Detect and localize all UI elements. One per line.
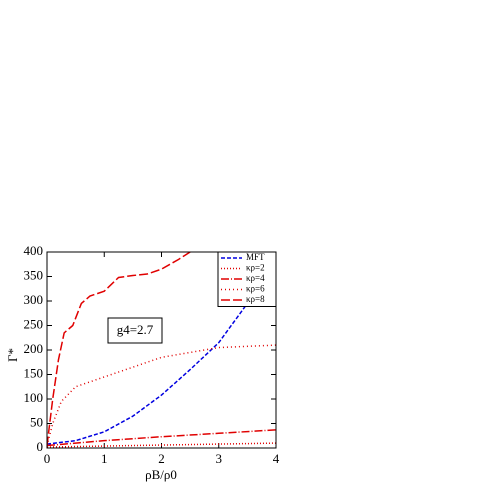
y-tick-label: 300 xyxy=(24,292,44,307)
x-tick-label: 4 xyxy=(273,451,280,466)
series-line xyxy=(47,285,260,445)
legend-label: κρ=2 xyxy=(246,263,265,273)
y-tick-label: 400 xyxy=(24,243,44,258)
legend-box xyxy=(217,251,277,307)
x-tick-label: 0 xyxy=(44,451,51,466)
legend-label: κρ=8 xyxy=(246,294,265,304)
y-tick-label: 200 xyxy=(24,341,44,356)
x-tick-label: 2 xyxy=(158,451,165,466)
y-tick-label: 50 xyxy=(30,414,43,429)
y-tick-label: 150 xyxy=(24,365,44,380)
plot-frame xyxy=(46,251,277,449)
annotation-box xyxy=(107,317,163,344)
y-tick-label: 100 xyxy=(24,390,44,405)
annotation: g4=2.7 xyxy=(117,322,154,337)
series-line xyxy=(47,252,191,446)
y-tick-label: 0 xyxy=(37,439,44,454)
series-line xyxy=(47,442,276,448)
x-tick-label: 1 xyxy=(101,451,108,466)
x-tick-label: 3 xyxy=(216,451,223,466)
legend-label: κρ=6 xyxy=(246,284,265,294)
series-line xyxy=(47,344,276,446)
x-axis-label: ρB/ρ0 xyxy=(145,467,177,482)
legend-label: κρ=4 xyxy=(246,273,265,283)
y-tick-label: 350 xyxy=(24,267,44,282)
y-tick-label: 250 xyxy=(24,316,44,331)
legend-label: MFT xyxy=(246,252,265,262)
series-line xyxy=(47,429,276,447)
y-axis-label: Γ* xyxy=(5,348,20,362)
